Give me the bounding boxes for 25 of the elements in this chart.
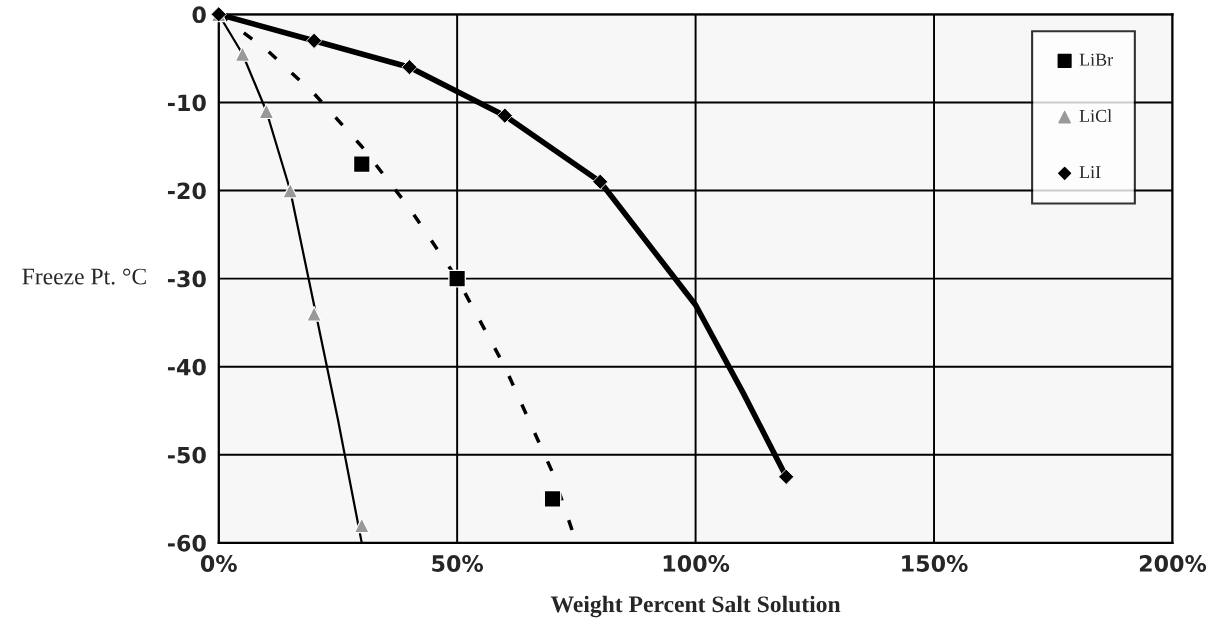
point: [258, 103, 275, 120]
point: [234, 46, 251, 62]
x-tick-label: 150%: [902, 555, 968, 572]
point: [353, 517, 370, 534]
point: [282, 182, 299, 199]
legend-label: LiCl: [1079, 109, 1112, 122]
y-tick-label: 0: [192, 6, 206, 24]
y-axis-title: Freeze Pt. °C: [22, 268, 146, 285]
point: [352, 155, 371, 173]
y-tick-label: -60: [167, 534, 206, 552]
x-tick-label: 200%: [1139, 555, 1207, 572]
point: [306, 305, 322, 322]
x-tick-label: 50%: [432, 555, 484, 572]
x-axis-title: Weight Percent Salt Solution: [550, 595, 841, 618]
y-tick-label: -40: [167, 358, 206, 376]
y-tick-label: -50: [167, 446, 206, 464]
y-tick-label: -30: [167, 270, 206, 288]
y-tick-label: -10: [167, 94, 206, 112]
x-tick-label: 0%: [200, 555, 237, 572]
legend-label: LiBr: [1079, 53, 1114, 66]
y-tick-label: -20: [167, 182, 206, 200]
legend-label: LiI: [1079, 166, 1101, 179]
x-tick-label: 100%: [663, 555, 730, 572]
point: [543, 489, 562, 508]
point: [448, 269, 467, 288]
